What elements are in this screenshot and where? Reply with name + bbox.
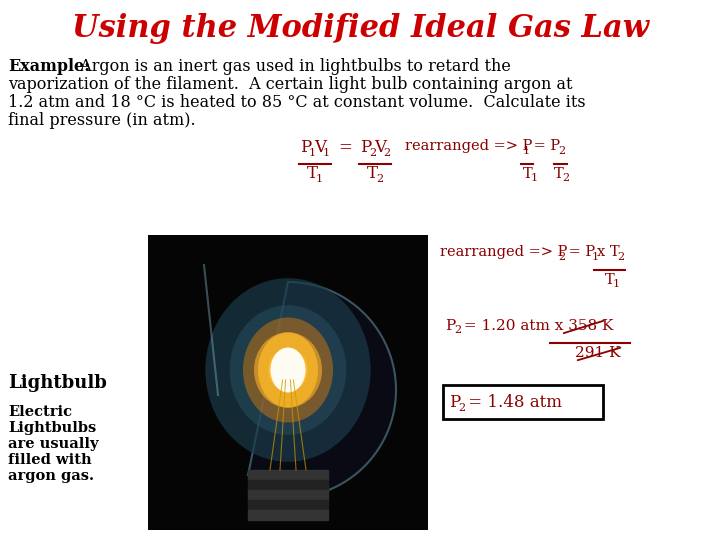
Text: 1.2 atm and 18 °C is heated to 85 °C at constant volume.  Calculate its: 1.2 atm and 18 °C is heated to 85 °C at … — [8, 94, 585, 111]
Text: Using the Modified Ideal Gas Law: Using the Modified Ideal Gas Law — [71, 12, 649, 44]
Text: P: P — [445, 319, 455, 333]
Text: 2: 2 — [376, 174, 383, 184]
Text: Argon is an inert gas used in lightbulbs to retard the: Argon is an inert gas used in lightbulbs… — [75, 58, 511, 75]
Ellipse shape — [269, 348, 307, 392]
Text: 2: 2 — [383, 148, 390, 158]
Text: 1: 1 — [323, 148, 330, 158]
Text: are usually: are usually — [8, 437, 99, 451]
Ellipse shape — [230, 305, 346, 435]
Ellipse shape — [205, 278, 371, 462]
Ellipse shape — [258, 333, 318, 408]
Text: T: T — [554, 167, 564, 181]
Text: x T: x T — [597, 245, 620, 259]
Polygon shape — [248, 470, 328, 480]
Polygon shape — [248, 282, 396, 498]
Text: 1: 1 — [523, 146, 530, 156]
Text: filled with: filled with — [8, 453, 91, 467]
Text: V: V — [374, 139, 386, 156]
Text: = 1.20 atm x 358 K: = 1.20 atm x 358 K — [459, 319, 613, 333]
Text: Example:: Example: — [8, 58, 90, 75]
Text: 291 K: 291 K — [575, 346, 621, 360]
Text: T: T — [307, 165, 318, 182]
Polygon shape — [248, 480, 328, 490]
Text: P: P — [449, 394, 460, 411]
Text: 2: 2 — [558, 252, 565, 262]
Text: Lightbulb: Lightbulb — [8, 374, 107, 392]
Text: V: V — [314, 139, 326, 156]
Text: vaporization of the filament.  A certain light bulb containing argon at: vaporization of the filament. A certain … — [8, 76, 572, 93]
Ellipse shape — [254, 332, 322, 408]
Text: T: T — [367, 165, 378, 182]
Text: Lightbulbs: Lightbulbs — [8, 421, 96, 435]
Text: final pressure (in atm).: final pressure (in atm). — [8, 112, 196, 129]
Text: T: T — [523, 167, 533, 181]
Text: T: T — [605, 273, 614, 287]
Text: 1: 1 — [316, 174, 323, 184]
Text: P: P — [300, 139, 311, 156]
Text: 1: 1 — [531, 173, 538, 183]
Text: 2: 2 — [617, 252, 624, 262]
Polygon shape — [248, 510, 328, 520]
Text: argon gas.: argon gas. — [8, 469, 94, 483]
Polygon shape — [248, 500, 328, 510]
Text: =: = — [338, 139, 352, 156]
Text: = 1.48 atm: = 1.48 atm — [463, 394, 562, 411]
Text: rearranged => P: rearranged => P — [440, 245, 567, 259]
Text: 1: 1 — [309, 148, 316, 158]
Text: 2: 2 — [458, 403, 465, 413]
Text: 1: 1 — [613, 279, 620, 289]
Text: = P: = P — [564, 245, 595, 259]
Ellipse shape — [271, 348, 305, 393]
Text: 2: 2 — [562, 173, 569, 183]
Text: P: P — [360, 139, 372, 156]
Text: rearranged => P: rearranged => P — [405, 139, 532, 153]
Bar — [148, 235, 428, 530]
Text: 2: 2 — [558, 146, 565, 156]
Text: 2: 2 — [369, 148, 376, 158]
Text: 2: 2 — [454, 325, 461, 335]
Text: Electric: Electric — [8, 405, 72, 419]
Text: 1: 1 — [592, 252, 599, 262]
Polygon shape — [248, 490, 328, 500]
FancyBboxPatch shape — [443, 385, 603, 419]
Ellipse shape — [243, 318, 333, 422]
Text: = P: = P — [529, 139, 560, 153]
